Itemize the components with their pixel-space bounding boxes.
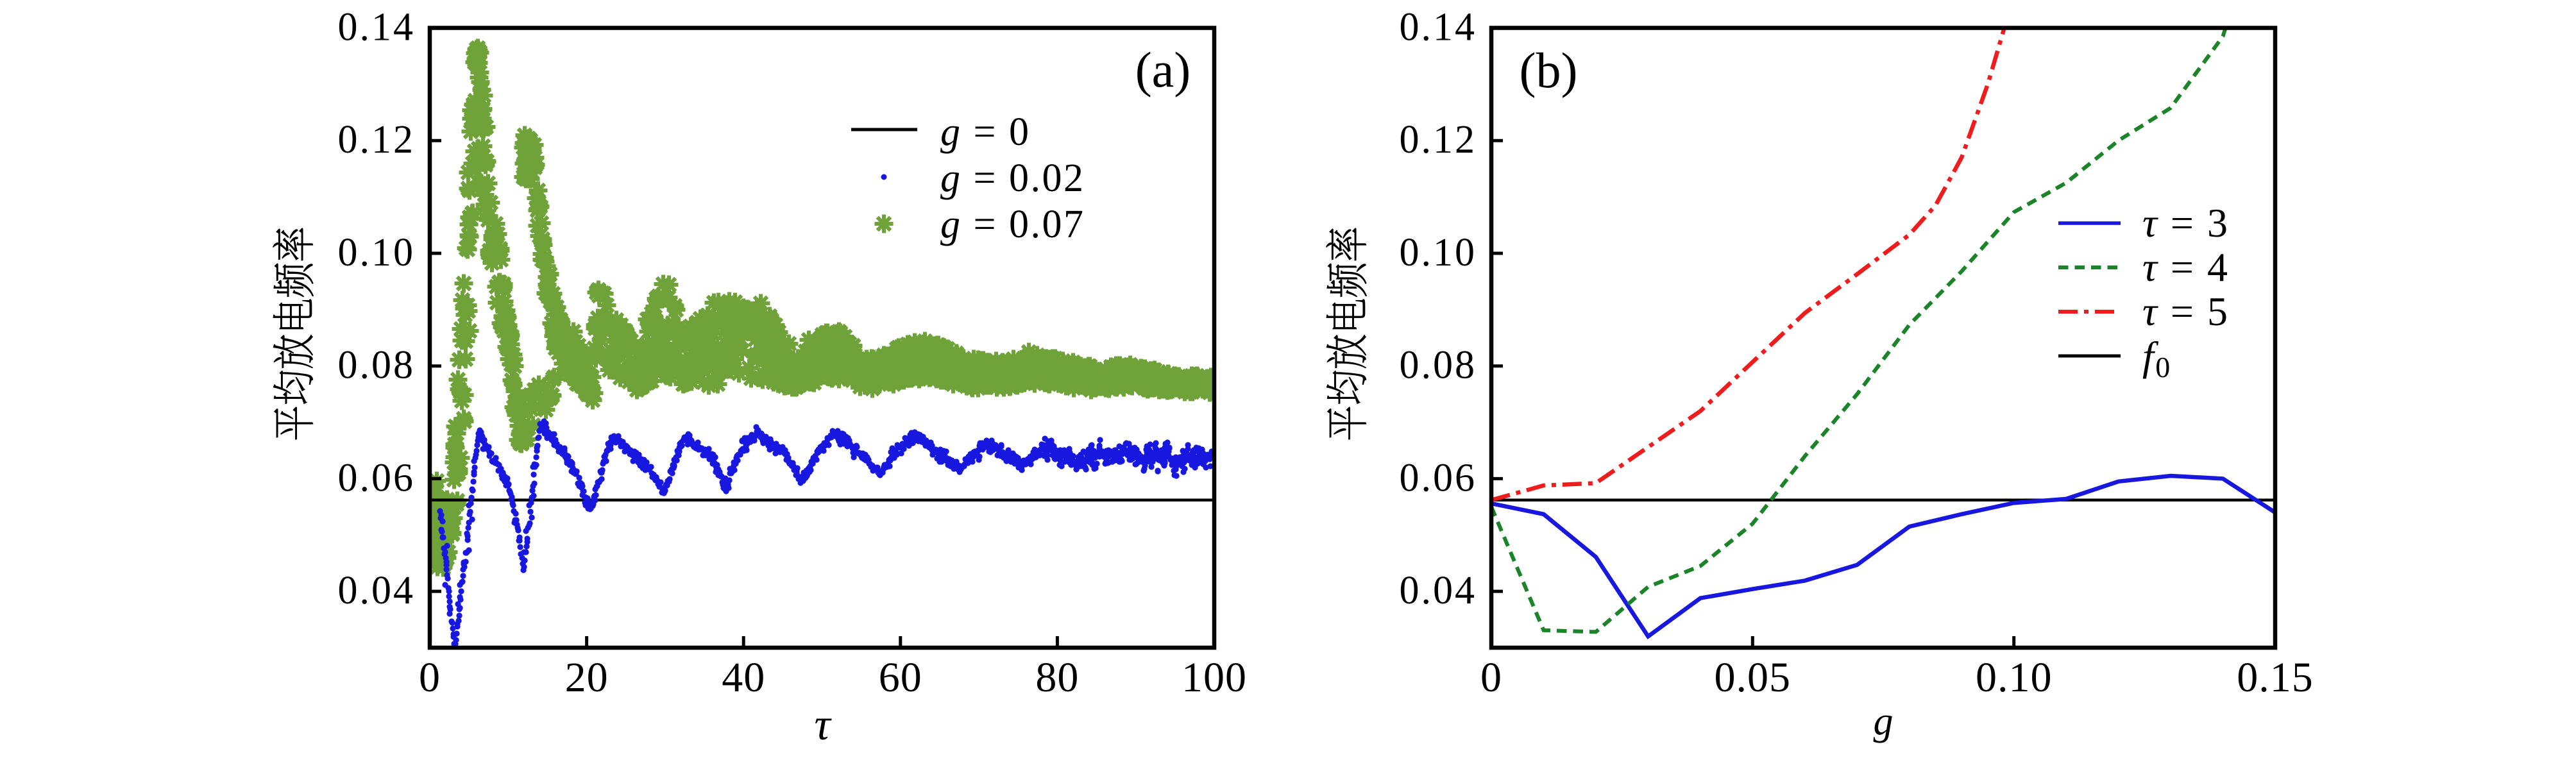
- svg-text:0.04: 0.04: [338, 569, 416, 612]
- svg-text:0.08: 0.08: [1400, 344, 1477, 387]
- svg-text:0.12: 0.12: [1400, 118, 1477, 162]
- svg-text:0.14: 0.14: [1400, 6, 1477, 49]
- svg-text:0.15: 0.15: [2237, 654, 2314, 701]
- svg-text:0.12: 0.12: [338, 118, 416, 162]
- svg-text:20: 20: [565, 654, 609, 701]
- svg-text:τ = 5: τ = 5: [2142, 289, 2230, 334]
- svg-text:0.04: 0.04: [1400, 569, 1477, 612]
- svg-text:g: g: [1874, 700, 1894, 743]
- svg-text:0.08: 0.08: [338, 344, 416, 387]
- svg-text:τ: τ: [814, 700, 832, 750]
- svg-text:0: 0: [419, 654, 441, 701]
- svg-text:g = 0: g = 0: [940, 110, 1030, 154]
- svg-text:(b): (b): [1520, 42, 1578, 98]
- svg-text:40: 40: [722, 654, 765, 701]
- svg-text:0: 0: [1480, 654, 1502, 701]
- svg-text:60: 60: [879, 654, 922, 701]
- svg-text:0.14: 0.14: [338, 6, 416, 49]
- svg-text:g = 0.02: g = 0.02: [940, 156, 1085, 200]
- svg-text:f0: f0: [2142, 333, 2172, 383]
- svg-text:0.10: 0.10: [338, 231, 416, 274]
- svg-text:(a): (a): [1135, 42, 1191, 97]
- svg-text:τ = 3: τ = 3: [2142, 200, 2230, 246]
- svg-text:0.06: 0.06: [338, 456, 416, 500]
- svg-text:100: 100: [1182, 654, 1247, 701]
- svg-text:0.05: 0.05: [1715, 654, 1792, 701]
- svg-text:0.10: 0.10: [1976, 654, 2053, 701]
- svg-text:80: 80: [1035, 654, 1079, 701]
- svg-text:τ = 4: τ = 4: [2142, 244, 2230, 290]
- svg-text:g = 0.07: g = 0.07: [940, 203, 1085, 246]
- svg-text:0.10: 0.10: [1400, 231, 1477, 274]
- svg-text:0.06: 0.06: [1400, 456, 1477, 500]
